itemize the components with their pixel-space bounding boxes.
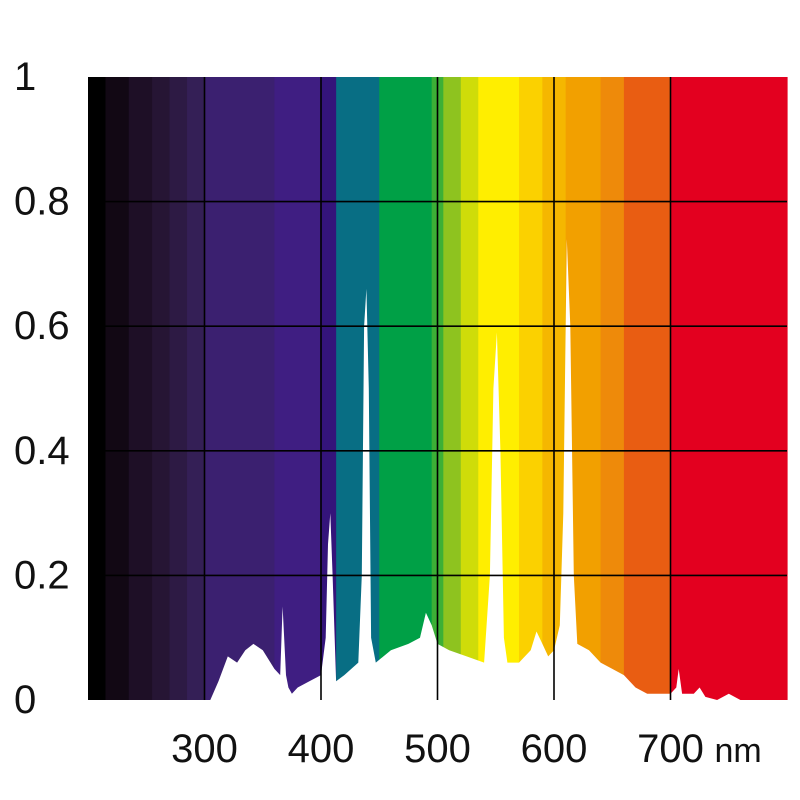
spectrum-band-20 [670, 77, 788, 700]
spectrum-band-15 [519, 77, 543, 700]
y-tick-label: 0.4 [14, 429, 70, 473]
x-tick-label: 500 [404, 727, 471, 771]
x-tick-label: 600 [521, 727, 588, 771]
x-tick-label: 700 [637, 727, 704, 771]
y-axis-tick-labels: 0 0.2 0.4 0.6 0.8 1 [14, 55, 70, 722]
spectrum-band-3 [152, 77, 171, 700]
y-tick-label: 0.6 [14, 304, 70, 348]
x-tick-label: 400 [288, 727, 355, 771]
emission-area-layer [210, 239, 776, 700]
y-tick-label: 0.8 [14, 180, 70, 224]
spectrum-band-8 [321, 77, 337, 700]
x-tick-label: 300 [171, 727, 238, 771]
spectrum-band-10 [379, 77, 433, 700]
x-axis-tick-labels: 300 400 500 600 700 [171, 727, 704, 771]
spectrum-band-12 [443, 77, 462, 700]
spectrum-band-4 [169, 77, 188, 700]
y-tick-label: 1 [14, 55, 36, 99]
spectrum-band-19 [623, 77, 672, 700]
grid-lines [88, 77, 787, 700]
x-axis-unit-label: nm [715, 732, 762, 770]
spectrum-band-7 [274, 77, 322, 700]
spectrum-band-5 [187, 77, 206, 700]
spectrum-bands [88, 77, 788, 700]
spectrum-band-9 [336, 77, 380, 700]
spectrum-band-6 [204, 77, 275, 700]
emission-spectrum-area-0 [210, 239, 776, 700]
spectrum-band-13 [460, 77, 479, 700]
spectrum-band-2 [128, 77, 153, 700]
spectrum-band-18 [600, 77, 625, 700]
spectrum-band-1 [105, 77, 130, 700]
spectrum-band-0 [88, 77, 107, 700]
y-tick-label: 0 [14, 678, 36, 722]
y-tick-label: 0.2 [14, 553, 70, 597]
